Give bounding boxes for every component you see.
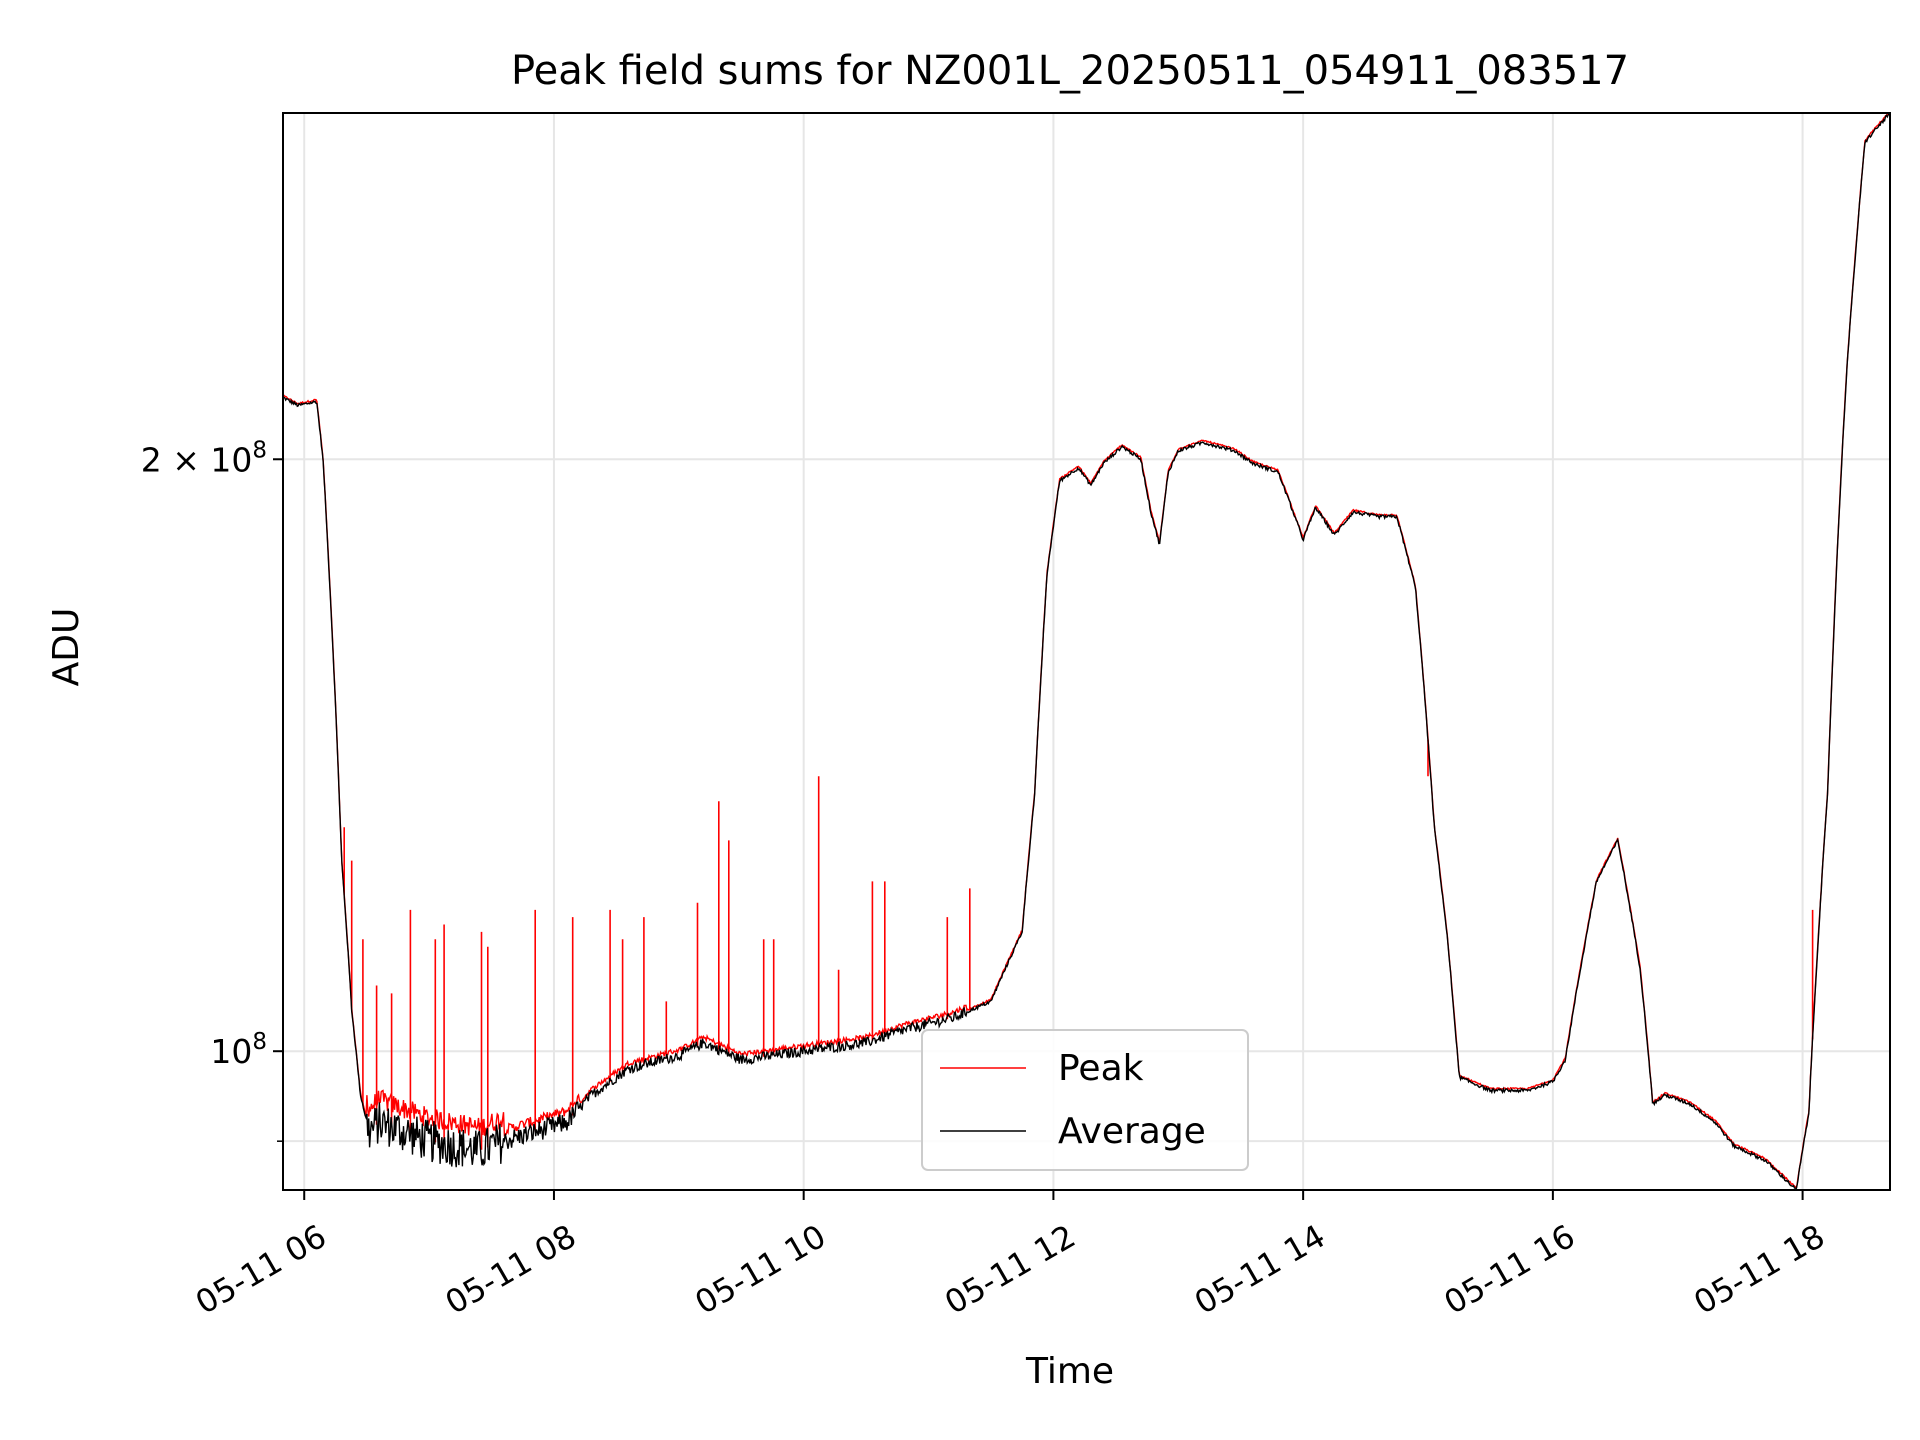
y-axis: 108 2 × 108 bbox=[141, 437, 283, 1142]
legend-box bbox=[921, 1029, 1249, 1171]
y-tick-label: 2 × 108 bbox=[141, 437, 267, 479]
y-tick-label: 108 bbox=[210, 1029, 267, 1071]
legend: Peak Average bbox=[921, 1029, 1249, 1171]
legend-label-peak: Peak bbox=[1058, 1048, 1144, 1089]
series-line-average bbox=[283, 113, 1890, 1190]
gridlines bbox=[283, 113, 1890, 1190]
plot-frame bbox=[282, 112, 1891, 1191]
legend-label-average: Average bbox=[1058, 1111, 1206, 1152]
plot-area bbox=[283, 113, 1890, 1190]
x-axis-label: Time bbox=[1025, 1351, 1114, 1392]
y-axis-label: ADU bbox=[46, 608, 87, 687]
peak-spikes bbox=[343, 739, 1814, 1150]
chart-title: Peak field sums for NZ001L_20250511_0549… bbox=[511, 48, 1629, 94]
